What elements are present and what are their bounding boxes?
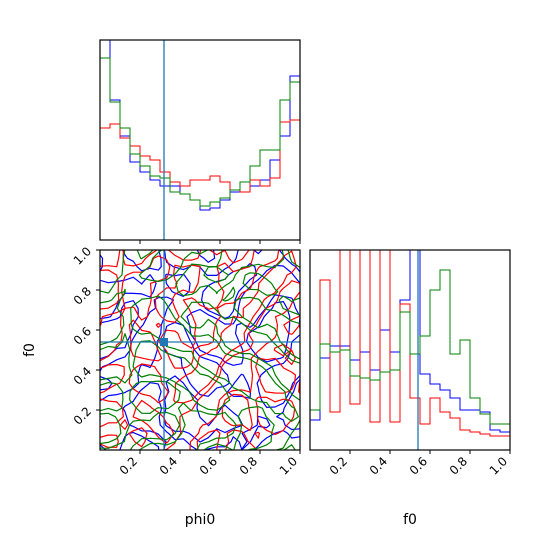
histogram-f0-tick-label-2: 0.6 [407, 454, 430, 477]
histogram-phi0-frame [99, 39, 301, 241]
contour-y-tick-label-3: 0.8 [71, 284, 94, 307]
histogram-f0-tick-label-1: 0.4 [367, 454, 390, 477]
x-axis-label-phi0: phi0 [185, 512, 216, 528]
contour-y-tick-label-4: 1.0 [71, 244, 94, 267]
contour-x-tick-label-3: 0.8 [237, 454, 260, 477]
histogram-f0-ticks: 0.2 0.4 0.6 0.8 1.0 [327, 450, 511, 478]
histogram-f0-frame [309, 249, 511, 451]
contour-panel-phi0-f0: 0.2 0.2 0.4 0.4 0.6 0.6 0.8 0.8 1.0 1.0 [71, 244, 301, 478]
contour-series-2-level-1 [100, 250, 300, 450]
histogram-phi0-series-2 [99, 57, 301, 240]
contour-y-tick-label-2: 0.6 [71, 324, 94, 347]
histogram-f0-tick-label-0: 0.2 [327, 454, 350, 477]
histogram-phi0-panel [99, 39, 301, 244]
contour-x-tick-label-2: 0.6 [197, 454, 220, 477]
contour-x-tick-label-1: 0.4 [157, 454, 180, 477]
contour-series-2-level-0 [100, 250, 300, 450]
histogram-f0-tick-label-3: 0.8 [447, 454, 470, 477]
histogram-f0-series-1 [310, 250, 510, 450]
contour-y-tick-label-1: 0.4 [71, 364, 94, 387]
histogram-phi0-ticks [139, 240, 301, 244]
histogram-f0-tick-label-4: 1.0 [487, 454, 510, 477]
y-axis-label-f0: f0 [22, 343, 38, 357]
contour-y-tick-label-0: 0.2 [71, 404, 94, 427]
truth-marker [160, 338, 168, 346]
contour-panel-frame [99, 249, 301, 451]
histogram-f0-series-2 [310, 269, 510, 450]
histogram-f0-panel: 0.2 0.4 0.6 0.8 1.0 [309, 249, 511, 478]
histogram-phi0-series-group [99, 39, 301, 240]
contour-x-tick-label-0: 0.2 [117, 454, 140, 477]
histogram-f0-series-group [310, 250, 510, 450]
contour-x-tick-label-4: 1.0 [277, 454, 300, 477]
contour-lines-group [100, 250, 300, 450]
x-axis-label-f0: f0 [403, 512, 417, 528]
